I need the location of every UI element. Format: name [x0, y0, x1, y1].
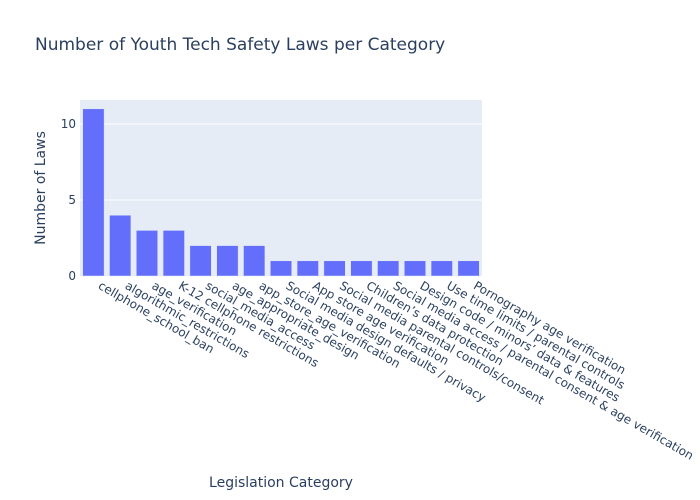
- bar: [377, 260, 400, 277]
- bar: [162, 230, 185, 277]
- bar: [109, 214, 132, 277]
- chart-title: Number of Youth Tech Safety Laws per Cat…: [35, 35, 445, 55]
- bar: [457, 260, 480, 277]
- x-axis-title: Legislation Category: [209, 475, 353, 491]
- y-tick-label: 0: [68, 269, 76, 283]
- y-tick-label: 5: [68, 193, 76, 207]
- bar: [189, 245, 212, 277]
- bar: [136, 230, 158, 277]
- bar: [270, 260, 292, 277]
- bars: [82, 108, 480, 277]
- bar: [216, 245, 239, 277]
- y-axis-ticks: 0 5 10: [61, 117, 76, 283]
- bar: [243, 245, 266, 277]
- bar: [350, 260, 373, 277]
- bar: [323, 260, 346, 277]
- gridlines: [80, 123, 482, 201]
- bar: [404, 260, 426, 277]
- bar: [82, 108, 105, 277]
- bar: [430, 260, 453, 277]
- y-tick-label: 10: [61, 117, 76, 131]
- bar: [296, 260, 319, 277]
- y-axis-title: Number of Laws: [33, 131, 49, 245]
